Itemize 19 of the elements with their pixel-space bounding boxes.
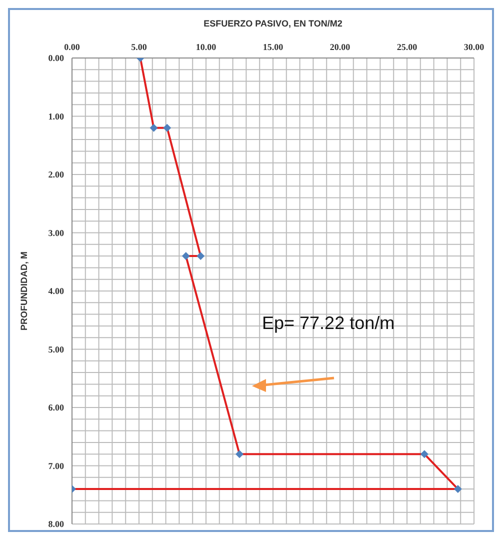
x-tick-label: 15.00 (262, 42, 284, 52)
y-tick-label: 1.00 (48, 111, 64, 122)
y-axis-title: PROFUNDIDAD, M (19, 252, 30, 330)
y-tick-label: 2.00 (48, 170, 64, 180)
x-tick-label: 10.00 (196, 42, 217, 52)
y-tick-label: 4.00 (48, 286, 64, 296)
y-tick-label: 7.00 (48, 460, 64, 471)
y-tick-label: 0.00 (48, 53, 64, 64)
y-tick-label: 8.00 (48, 519, 64, 530)
y-tick-label: 5.00 (48, 344, 64, 354)
x-tick-label: 5.00 (131, 42, 148, 52)
x-axis-title: ESFUERZO PASIVO, EN TON/M2 (204, 18, 342, 28)
x-tick-label: 0.00 (64, 42, 80, 52)
y-tick-label: 6.00 (48, 402, 64, 413)
annotation: Ep= 77.22 ton/m (262, 313, 395, 334)
x-tick-label: 25.00 (396, 42, 418, 52)
x-tick-label: 30.00 (464, 42, 485, 52)
x-tick-label: 20.00 (330, 42, 351, 52)
y-tick-label: 3.00 (48, 228, 64, 238)
